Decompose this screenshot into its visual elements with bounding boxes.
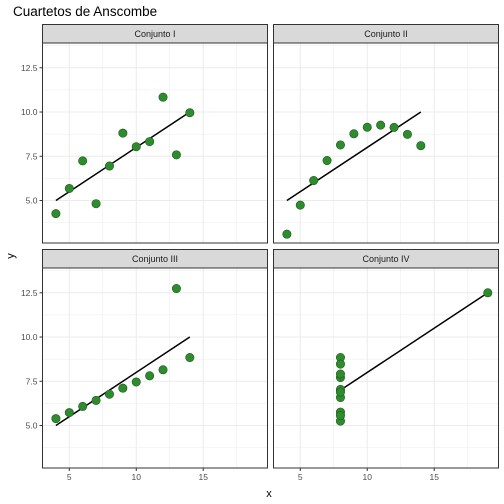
data-point: [335, 140, 345, 150]
x-tick-label: 15: [198, 472, 208, 482]
x-tick-label: 5: [298, 472, 303, 482]
x-tick-label: 5: [67, 472, 72, 482]
x-tick-label: 15: [429, 472, 439, 482]
data-point: [91, 395, 101, 405]
data-point: [131, 142, 141, 152]
data-point: [145, 371, 155, 381]
data-point: [309, 176, 319, 186]
x-tick-label: 10: [132, 472, 142, 482]
data-point: [295, 200, 305, 210]
data-point: [362, 122, 372, 132]
y-tick-label: 12.5: [21, 63, 38, 73]
data-point: [335, 359, 345, 369]
panel-background: [42, 268, 268, 468]
y-axis-title: y: [5, 253, 17, 259]
data-point: [416, 141, 426, 151]
data-point: [145, 137, 155, 147]
data-point: [78, 401, 88, 411]
data-point: [104, 389, 114, 399]
y-tick-label: 5.0: [26, 196, 38, 206]
chart-title: Cuartetos de Anscombe: [13, 4, 157, 19]
data-point: [185, 108, 195, 118]
data-point: [335, 411, 345, 421]
panel-background: [273, 268, 499, 468]
facet-panel: Conjunto IV 5 10 15: [273, 249, 499, 482]
regression-line: [340, 292, 489, 391]
facet-strip-label: Conjunto I: [134, 29, 175, 39]
data-point: [335, 387, 345, 397]
regression-line: [55, 336, 191, 427]
facet-strip-label: Conjunto IV: [362, 254, 409, 264]
data-point: [171, 284, 181, 294]
panel-border: [42, 42, 268, 244]
y-tick-label: 5.0: [26, 421, 38, 431]
data-point: [282, 229, 292, 239]
data-point: [322, 156, 332, 166]
y-tick-label: 12.5: [21, 288, 38, 298]
data-point: [78, 156, 88, 166]
data-point: [335, 369, 345, 379]
data-point: [376, 120, 386, 130]
panel-background: [273, 43, 499, 243]
data-point: [158, 365, 168, 375]
data-point: [349, 129, 359, 139]
y-tick-label: 10.0: [21, 107, 38, 117]
y-tick-label: 7.5: [26, 151, 38, 161]
facet-panel: Conjunto III 5.0 7.5 10.0 12.5 5 10 15: [21, 249, 268, 482]
y-tick-label: 7.5: [26, 376, 38, 386]
facet-panel: Conjunto I 5.0 7.5 10.0 12.5: [21, 24, 268, 244]
data-point: [51, 414, 61, 424]
data-point: [158, 92, 168, 102]
facet-strip-label: Conjunto II: [364, 29, 408, 39]
data-point: [171, 150, 181, 160]
regression-line: [286, 111, 422, 202]
data-point: [64, 183, 74, 193]
facet-panel: Conjunto II: [273, 24, 499, 244]
panel-border: [42, 267, 268, 469]
data-point: [91, 199, 101, 209]
panel-background: [42, 43, 268, 243]
data-point: [51, 209, 61, 219]
y-tick-label: 10.0: [21, 332, 38, 342]
regression-line: [55, 111, 191, 202]
x-tick-label: 10: [363, 472, 373, 482]
panel-border: [273, 267, 499, 469]
facet-panels: Conjunto I 5.0 7.5 10.0 12.5 Conjunto II Conju…: [21, 24, 499, 482]
data-point: [64, 408, 74, 418]
data-point: [402, 129, 412, 139]
data-point: [389, 122, 399, 132]
facet-strip-label: Conjunto III: [132, 254, 178, 264]
panel-border: [273, 42, 499, 244]
data-point: [185, 353, 195, 363]
data-point: [131, 377, 141, 387]
data-point: [104, 161, 114, 171]
data-point: [118, 128, 128, 138]
x-axis-title: x: [266, 488, 272, 500]
data-point: [483, 288, 493, 298]
data-point: [118, 383, 128, 393]
